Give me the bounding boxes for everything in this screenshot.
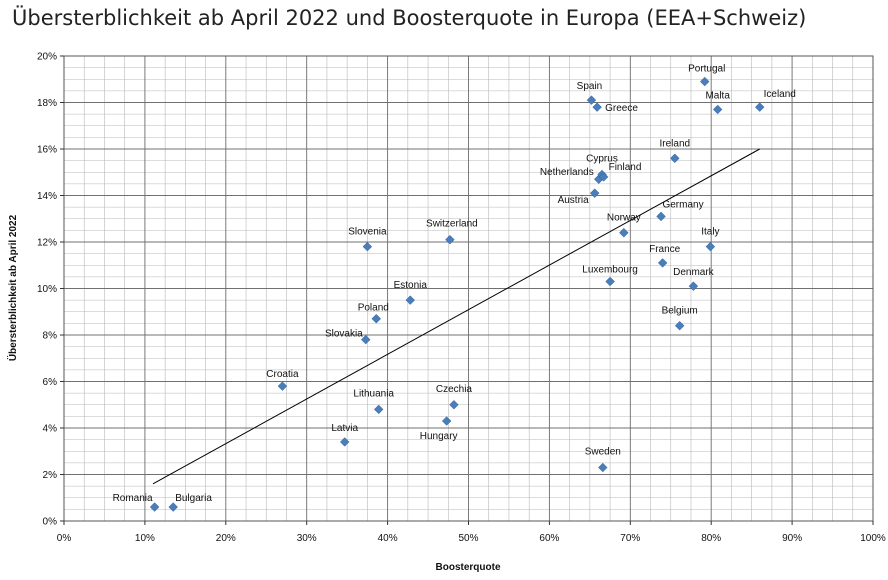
y-axis-ticks: 0% 2% 4% 6% 8% 10% 12% 14% 16% 18% 20% [37, 52, 64, 528]
x-tick-label: 10% [135, 533, 155, 544]
data-label-netherlands: Netherlands [540, 167, 594, 178]
data-point-slovakia [361, 334, 371, 345]
x-tick-label: 70% [620, 533, 640, 544]
x-axis-ticks: 0% 10% 20% 30% 40% 50% 60% 70% 80% 90% 100% [57, 521, 886, 544]
chart-title: Übersterblichkeit ab April 2022 und Boos… [12, 6, 807, 30]
data-point-finland [598, 172, 609, 182]
data-point-denmark [688, 281, 699, 291]
data-label-slovakia: Slovakia [325, 329, 363, 340]
y-tick-label: 6% [43, 377, 58, 388]
x-tick-label: 50% [458, 533, 478, 544]
y-tick-label: 8% [43, 331, 58, 342]
data-label-finland: Finland [609, 162, 642, 173]
data-point-romania [149, 502, 160, 512]
data-label-croatia: Croatia [266, 369, 299, 380]
y-tick-label: 16% [37, 145, 57, 156]
data-point-france [657, 258, 668, 268]
data-point-labels: Romania Bulgaria Croatia Latvia Slovakia Slov… [113, 64, 796, 504]
data-point-greece [592, 102, 602, 112]
data-label-hungary: Hungary [420, 431, 458, 442]
data-label-romania: Romania [113, 493, 153, 504]
data-label-switzerland: Switzerland [426, 219, 478, 230]
data-point-belgium [674, 320, 685, 331]
data-point-latvia [339, 437, 350, 447]
data-points [149, 76, 765, 512]
x-tick-label: 100% [860, 533, 886, 544]
data-point-estonia [405, 295, 416, 305]
y-tick-label: 0% [43, 517, 58, 528]
y-tick-label: 2% [43, 470, 58, 481]
y-tick-label: 10% [37, 284, 57, 295]
data-label-slovenia: Slovenia [348, 227, 387, 238]
data-point-spain [586, 95, 597, 105]
x-tick-label: 80% [701, 533, 721, 544]
data-label-denmark: Denmark [673, 267, 715, 278]
trendline [152, 148, 760, 485]
data-label-estonia: Estonia [394, 280, 428, 291]
x-axis-title: Boosterquote [436, 562, 501, 573]
data-label-norway: Norway [607, 213, 641, 224]
data-label-latvia: Latvia [331, 423, 358, 434]
data-label-bulgaria: Bulgaria [175, 493, 212, 504]
x-tick-label: 90% [782, 533, 802, 544]
data-point-germany [656, 211, 666, 222]
data-label-poland: Poland [358, 303, 389, 314]
data-point-ireland [670, 153, 680, 164]
data-point-poland [371, 313, 382, 324]
data-point-iceland [754, 102, 765, 112]
data-label-luxembourg: Luxembourg [582, 265, 638, 276]
y-tick-label: 20% [37, 52, 57, 63]
data-point-luxembourg [605, 276, 615, 287]
data-point-bulgaria [168, 502, 178, 512]
data-point-slovenia [362, 241, 373, 252]
y-tick-label: 4% [43, 424, 58, 435]
x-tick-label: 30% [297, 533, 317, 544]
data-label-malta: Malta [705, 90, 730, 101]
data-point-italy [705, 241, 716, 252]
data-point-croatia [277, 381, 288, 391]
data-label-germany: Germany [662, 199, 703, 210]
data-point-lithuania [373, 404, 384, 415]
data-label-italy: Italy [701, 227, 719, 238]
y-tick-label: 14% [37, 191, 57, 202]
data-label-portugal: Portugal [688, 64, 725, 75]
data-label-belgium: Belgium [662, 306, 698, 317]
data-label-greece: Greece [605, 103, 638, 114]
y-tick-label: 12% [37, 238, 57, 249]
y-tick-label: 18% [37, 98, 57, 109]
data-point-austria [589, 188, 600, 198]
x-tick-label: 40% [378, 533, 398, 544]
data-point-malta [712, 104, 723, 115]
data-point-norway [619, 227, 629, 238]
data-label-spain: Spain [577, 81, 603, 92]
data-point-czechia [449, 399, 459, 410]
data-label-france: France [649, 244, 681, 255]
data-label-sweden: Sweden [585, 447, 621, 458]
x-tick-label: 0% [57, 533, 72, 544]
data-label-lithuania: Lithuania [353, 388, 394, 399]
data-label-ireland: Ireland [660, 138, 691, 149]
data-label-austria: Austria [558, 195, 590, 206]
x-tick-label: 60% [539, 533, 559, 544]
data-point-switzerland [445, 234, 455, 245]
data-point-hungary [441, 416, 452, 426]
data-label-iceland: Iceland [764, 89, 796, 100]
x-tick-label: 20% [216, 533, 236, 544]
y-axis-title: Übersterblichkeit ab April 2022 [6, 214, 19, 361]
data-label-cyprus: Cyprus [586, 154, 618, 165]
trendline-line [152, 148, 760, 485]
data-point-sweden [598, 462, 608, 473]
data-label-czechia: Czechia [436, 384, 473, 395]
data-point-portugal [699, 76, 710, 87]
